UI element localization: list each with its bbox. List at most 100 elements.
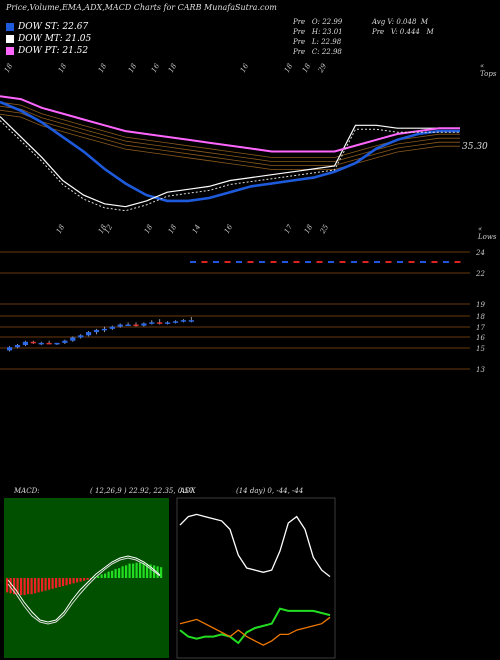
macd-bar — [44, 578, 47, 591]
macd-bar — [128, 563, 131, 578]
macd-bar — [34, 578, 37, 594]
macd-bar — [65, 578, 68, 586]
macd-bar — [76, 578, 79, 583]
legend-label-pt: DOW PT: 21.52 — [18, 46, 89, 56]
ghost-dash — [247, 261, 254, 263]
low-date-label: 17 — [283, 223, 295, 235]
macd-bar — [125, 565, 128, 578]
ema-band-line — [0, 101, 460, 158]
price-axis-label: 22 — [475, 270, 485, 278]
adx-background — [176, 497, 336, 659]
macd-bar — [93, 577, 96, 578]
ghost-dash — [224, 261, 231, 263]
legend-dow-pt: DOW PT: 21.52 — [6, 46, 88, 56]
macd-bar — [114, 569, 117, 578]
macd-bar — [146, 563, 149, 578]
ema-line-dow-mt — [0, 116, 460, 208]
ghost-dash — [201, 261, 208, 263]
price-axis-label: 15 — [476, 345, 485, 353]
macd-bar — [13, 578, 16, 595]
ghost-dash — [397, 261, 403, 263]
macd-bar — [111, 570, 114, 578]
adx-title: ADX — [180, 487, 196, 495]
macd-line — [7, 555, 161, 623]
macd-bar — [142, 562, 145, 578]
candle-body — [86, 332, 92, 336]
low-date-label: 18 — [303, 223, 315, 235]
ema-band-line — [0, 105, 460, 162]
ghost-dash — [259, 261, 265, 263]
legend-swatch-st — [6, 23, 14, 31]
adx-line-di — [179, 616, 331, 646]
top-date-label: 18 — [3, 62, 15, 74]
info-pre-low: Pre L: 22.98 — [293, 38, 342, 46]
low-date-label: 16 — [223, 223, 235, 235]
macd-bar — [62, 578, 65, 587]
top-date-label: 16 — [150, 62, 162, 74]
macd-title: MACD: — [14, 487, 40, 495]
info-pre-close: Pre C: 22.98 — [293, 48, 342, 56]
ema-line-dow-pt — [0, 95, 460, 153]
candle-body — [62, 340, 68, 343]
top-date-label: 18 — [97, 62, 109, 74]
macd-bar — [139, 562, 142, 578]
macd-bar — [23, 578, 26, 596]
candle-body — [14, 345, 21, 348]
price-axis-label: 18 — [476, 313, 485, 321]
candle-body — [38, 342, 44, 345]
macd-bar — [97, 576, 100, 578]
candle-body — [149, 322, 155, 324]
candle-body — [30, 341, 36, 344]
legend-dow-st: DOW ST: 22.67 — [6, 22, 88, 32]
ghost-dash — [420, 261, 426, 263]
macd-bar — [83, 578, 86, 581]
ghost-dash — [316, 261, 323, 263]
macd-bar — [9, 578, 12, 594]
macd-bar — [55, 578, 58, 588]
macd-bar — [30, 578, 33, 595]
candle-body — [172, 321, 179, 323]
ema-price-trace — [0, 120, 460, 212]
legend-label-st: DOW ST: 22.67 — [18, 22, 89, 32]
candle-body — [141, 323, 147, 326]
macd-bar — [86, 578, 89, 580]
macd-bar — [6, 578, 9, 593]
low-date-label: 18 — [143, 223, 155, 235]
low-date-label: 14 — [191, 223, 202, 235]
top-date-label: 18 — [283, 62, 295, 74]
top-date-label: 18 — [301, 62, 313, 74]
adx-values: (14 day) 0, -44, -44 — [236, 487, 304, 495]
ghost-dash — [443, 261, 449, 263]
candle-body — [117, 324, 123, 327]
candle-body — [7, 347, 13, 351]
macd-bar — [27, 578, 30, 595]
top-date-label: 18 — [57, 62, 69, 74]
price-axis-label: 19 — [476, 301, 485, 309]
candle-body — [180, 320, 186, 322]
adx-line-di — [179, 607, 331, 645]
ghost-dash — [362, 261, 369, 263]
candle-body — [101, 328, 107, 331]
info-avg-volume: Avg V: 0.048 M — [372, 18, 429, 26]
ghost-dash — [213, 261, 219, 263]
candle-body — [46, 342, 52, 345]
macd-signal-line — [7, 557, 161, 625]
ghost-dash — [408, 261, 415, 263]
price-axis-label: 24 — [475, 249, 485, 257]
adx-panel — [176, 497, 336, 659]
lows-label: « Lows — [478, 225, 497, 241]
macd-bar — [121, 566, 124, 578]
ghost-dash — [305, 261, 311, 263]
ema-band-line — [0, 109, 460, 166]
ema-band-line — [0, 113, 460, 170]
top-date-label: 29 — [316, 62, 328, 75]
candle-body — [109, 326, 115, 329]
ghost-dash — [454, 261, 461, 263]
ghost-dash — [385, 261, 392, 263]
candle-body — [188, 320, 194, 322]
macd-bar — [132, 563, 135, 578]
legend-label-mt: DOW MT: 21.05 — [18, 34, 92, 44]
ghost-dash — [190, 261, 196, 263]
tops-label: « Tops — [480, 62, 497, 78]
info-pre-open: Pre O: 22.99 — [293, 18, 343, 26]
